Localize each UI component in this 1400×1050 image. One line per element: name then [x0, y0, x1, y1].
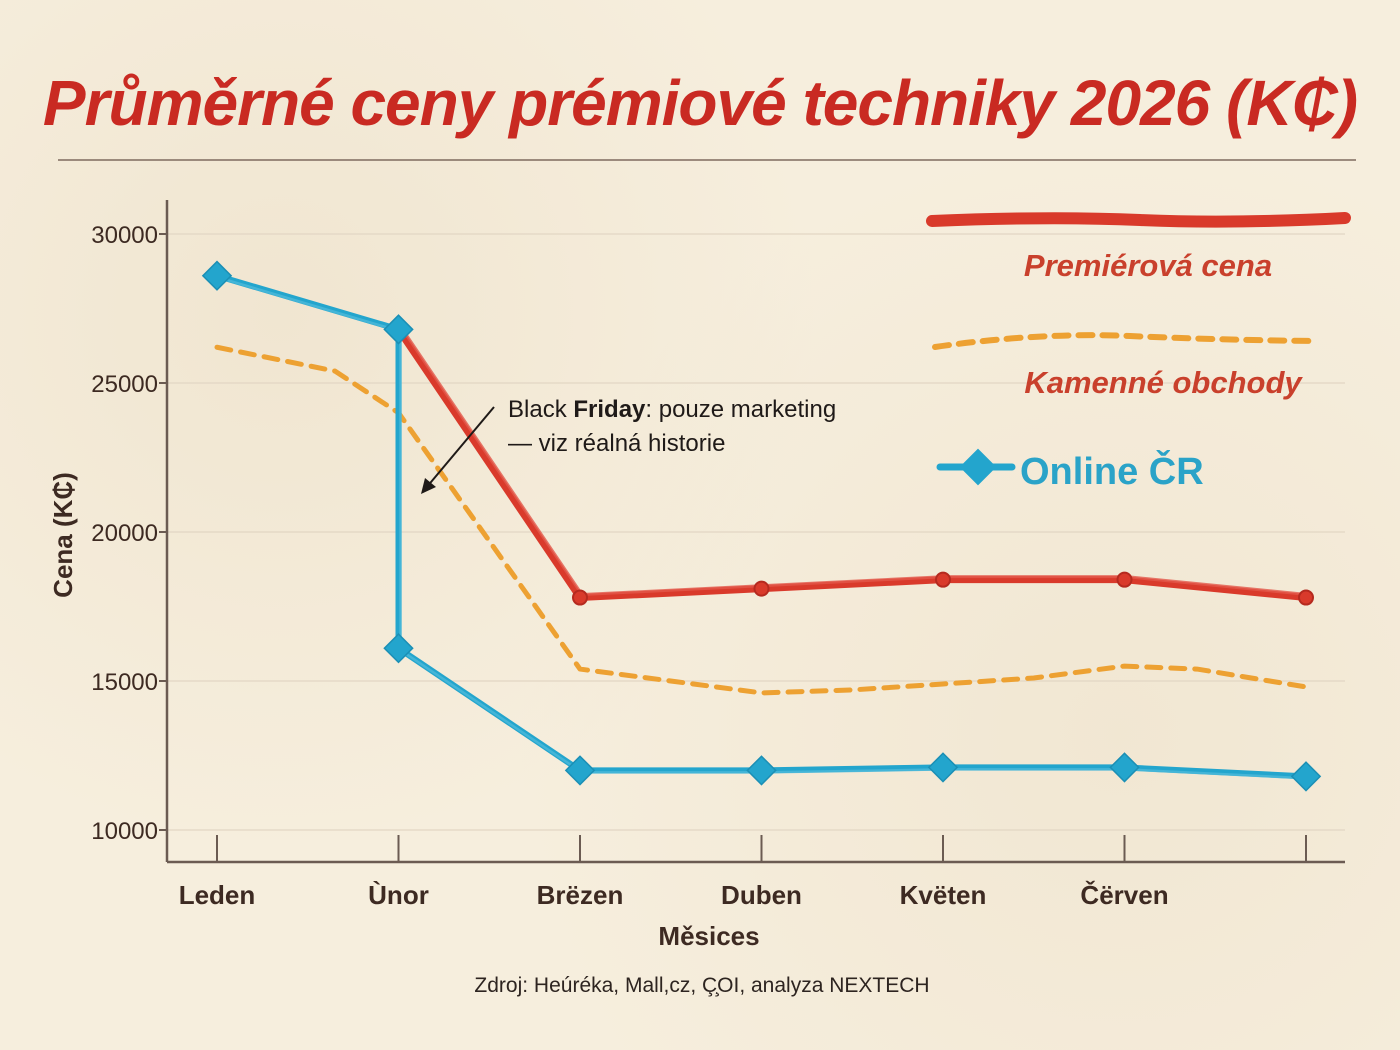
- y-tick-label: 30000: [91, 222, 158, 249]
- data-point-premierova-cena: [1298, 589, 1314, 606]
- data-point-premierova-cena: [572, 589, 588, 606]
- legend-label-premiere: Premiérová cena: [1024, 248, 1272, 283]
- legend-swatch-stores: [932, 332, 1318, 350]
- legend-marker-online: [959, 448, 997, 486]
- data-point-online-cr: [1109, 752, 1140, 783]
- x-tick-label: Čërven: [1080, 880, 1168, 910]
- y-tick-label: 10000: [91, 818, 158, 845]
- annotation-arrow: [425, 406, 495, 489]
- series-line-premierova-cena: [395, 325, 1310, 602]
- x-axis-ticks: Leden Ùnor Brëzen Duben Kvëten Čërven: [179, 835, 1307, 910]
- series-line-kamenne-obchody: [214, 344, 1309, 696]
- title-divider: [58, 159, 1356, 161]
- data-point-premierova-cena: [935, 571, 951, 588]
- data-point-online-cr: [746, 755, 777, 786]
- x-tick-label: Leden: [179, 880, 256, 910]
- legend-swatch-premiere: [926, 212, 1351, 228]
- series-line-premierova-cena-sketch: [399, 324, 1310, 597]
- legend-label-stores: Kamenné obchody: [1024, 365, 1303, 400]
- grid-lines: [167, 233, 1345, 831]
- data-point-premierova-cena: [1116, 571, 1133, 588]
- x-tick-label: Duben: [721, 880, 802, 910]
- data-point-online-cr: [927, 752, 959, 783]
- source-note: Zdroj: Heúréka, Mall,cz, Ç̧OI, analyza N…: [474, 974, 929, 997]
- data-point-premierova-cena: [753, 580, 770, 597]
- chart-title: Průměrné ceny prémiové techniky 2026 (K₵…: [42, 67, 1358, 139]
- data-point-online-cr: [201, 260, 233, 291]
- x-tick-label: Brëzen: [537, 880, 624, 910]
- annotation-line-2: — viz réalná historie: [508, 430, 725, 457]
- annotation-arrowhead: [421, 478, 436, 494]
- y-tick-label: 15000: [91, 669, 158, 696]
- annotation: Black Friday: pouze marketing — viz réal…: [421, 396, 836, 494]
- data-point-online-cr: [383, 633, 414, 664]
- data-point-online-cr: [383, 314, 414, 345]
- series-layer: [201, 260, 1322, 792]
- y-axis-ticks: 10000 15000 20000 25000 30000: [91, 222, 167, 845]
- data-point-online-cr: [564, 755, 596, 786]
- x-tick-label: Ùnor: [368, 880, 429, 910]
- x-axis-title: Měsices: [658, 921, 759, 951]
- legend-label-online: Online ČR: [1020, 448, 1204, 493]
- y-tick-label: 20000: [91, 520, 158, 547]
- x-tick-label: Kvëten: [900, 880, 987, 910]
- y-axis-title: Cena (K₵): [48, 472, 78, 598]
- y-tick-label: 25000: [91, 371, 158, 398]
- series-line-online-cr: [214, 272, 1309, 780]
- series-line-online-cr-sketch: [217, 276, 1310, 780]
- annotation-line-1: Black Friday: pouze marketing: [508, 396, 836, 423]
- data-point-online-cr: [1290, 761, 1322, 792]
- legend: Premiérová cena Kamenné obchody Online Č…: [926, 212, 1351, 493]
